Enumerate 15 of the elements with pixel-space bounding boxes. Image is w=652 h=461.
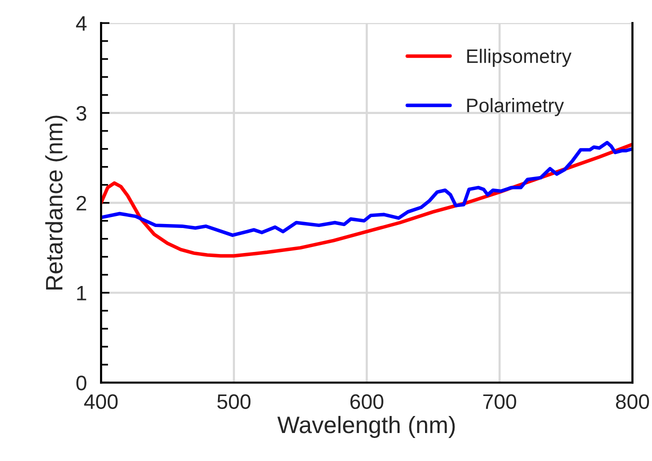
line-series [101, 140, 632, 237]
x-axis-title: Wavelength (nm) [277, 416, 455, 438]
y-tick-label: 3 [76, 106, 86, 121]
x-tick-label: 600 [350, 394, 384, 410]
y-tick-label: 1 [77, 286, 86, 300]
y-tick-label: 0 [76, 376, 86, 390]
x-tick-label: 800 [616, 394, 650, 410]
y-tick-label: 4 [76, 16, 87, 31]
legend-label: Ellipsometry [467, 48, 572, 67]
y-tick-label: 2 [76, 196, 86, 210]
x-tick-label: 500 [217, 394, 250, 410]
legend-label: Polarimetry [467, 98, 564, 116]
x-tick-label: 400 [84, 394, 118, 410]
x-tick-label: 700 [483, 394, 516, 410]
y-axis-title: Retardance (nm) [45, 116, 68, 290]
